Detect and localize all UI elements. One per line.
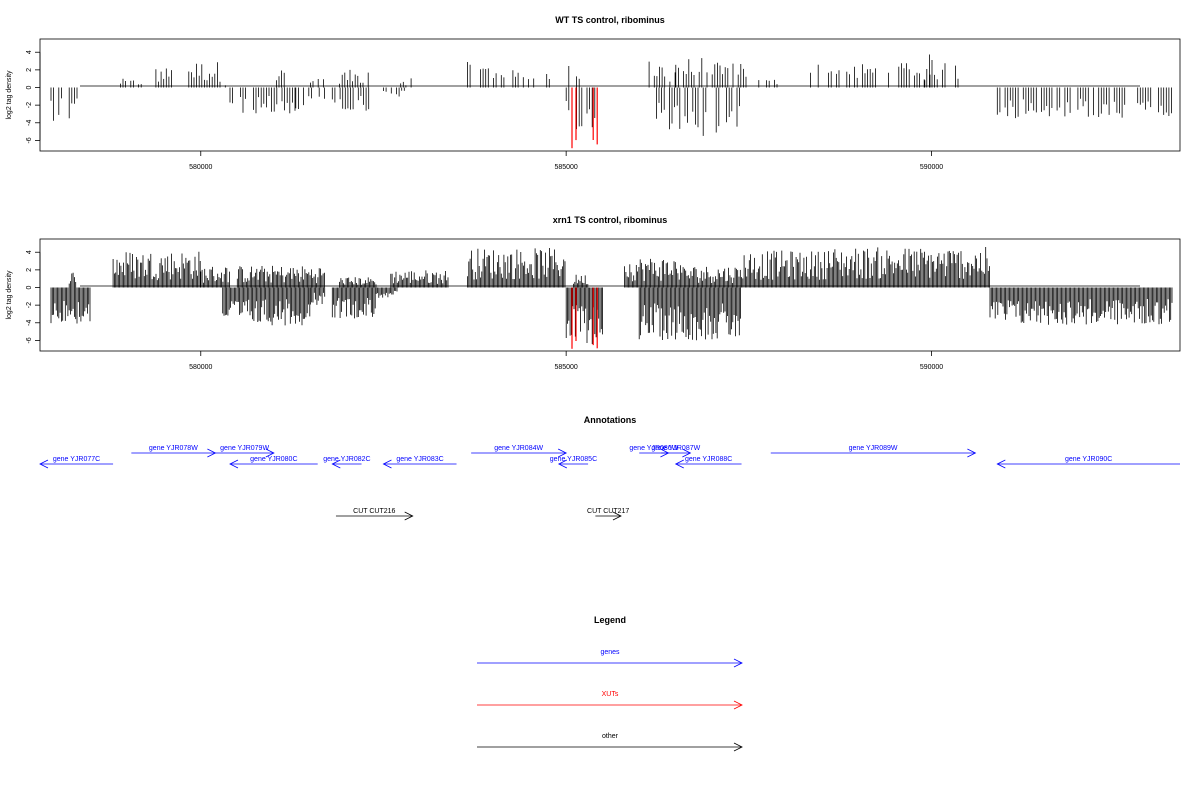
annotation-label: gene YJR082C [323, 456, 370, 463]
annotation-arrowhead [265, 448, 275, 458]
annotation-label: gene YJR085C [550, 456, 597, 463]
annotation-label: gene YJR087W [651, 445, 700, 452]
annotation-arrowhead [331, 459, 341, 469]
legend-arrowhead [733, 658, 743, 668]
annotation-arrowhead [382, 459, 392, 469]
annotation-label: CUT CUT216 [353, 508, 395, 515]
annotations-title: Annotations [584, 415, 637, 425]
wt-y-tick-label: -4 [26, 120, 33, 126]
xrn1-y-tick-label: -4 [26, 320, 33, 326]
xrn1-y-tick-label: -6 [26, 337, 33, 343]
wt-x-tick-label: 590000 [920, 164, 943, 171]
legend-arrowhead [733, 742, 743, 752]
wt-plot-frame [39, 38, 1181, 152]
annotation-tracks: gene YJR077C gene YJR078W gene YJR079W gene… [39, 445, 1180, 521]
annotation-label: gene YJR086W [629, 445, 678, 452]
xrn1-y-tick-label: 0 [26, 285, 33, 289]
wt-y-tick-label: 0 [26, 85, 33, 89]
wt-panel: WT TS control, ribominus 4 2 0 -2 -4 -6 58000… [6, 15, 1181, 171]
xrn1-panel: xrn1 TS control, ribominus 4 2 0 -2 -4 -6 580… [6, 215, 1181, 371]
wt-y-tick-label: 4 [26, 50, 33, 54]
wt-y-axis: 4 2 0 -2 -4 -6 [26, 50, 41, 144]
wt-y-tick-label: -6 [26, 137, 33, 143]
annotation-arrowhead [557, 459, 568, 469]
annotation-label: CUT CUT217 [587, 508, 629, 515]
annotation-arrowhead [39, 459, 49, 469]
annotation-label: gene YJR083C [396, 456, 443, 463]
xrn1-x-tick-label: 585000 [554, 364, 577, 371]
xrn1-y-axis-label: log2 tag density [6, 270, 13, 320]
xrn1-x-axis: 580000 585000 590000 [189, 351, 943, 371]
xrn1-plot-frame [39, 238, 1181, 352]
xrn1-bars [50, 247, 1173, 349]
legend: genes XUTs other [477, 649, 743, 752]
wt-bars [50, 54, 1172, 149]
legend-title: Legend [594, 615, 626, 625]
wt-x-axis: 580000 585000 590000 [189, 151, 943, 171]
wt-x-tick-label: 580000 [189, 164, 212, 171]
wt-y-tick-label: 2 [26, 68, 33, 72]
xrn1-y-tick-label: -2 [26, 302, 33, 308]
annotation-label: gene YJR077C [53, 456, 100, 463]
xrn1-y-tick-label: 2 [26, 268, 33, 272]
annotation-label: gene YJR078W [149, 445, 198, 452]
annotation-label: gene YJR084W [494, 445, 543, 452]
annotation-arrowhead [404, 511, 414, 521]
annotation-label: gene YJR088C [685, 456, 732, 463]
xrn1-y-axis: 4 2 0 -2 -4 -6 [26, 250, 41, 344]
wt-y-tick-label: -2 [26, 102, 33, 108]
wt-panel-title: WT TS control, ribominus [555, 15, 665, 25]
annotation-arrowhead [674, 459, 684, 469]
xrn1-panel-title: xrn1 TS control, ribominus [553, 215, 668, 225]
legend-label-genes: genes [600, 649, 620, 656]
annotation-label: gene YJR089W [849, 445, 898, 452]
annotation-arrowhead [557, 448, 568, 458]
legend-label-xuts: XUTs [602, 691, 619, 698]
annotation-arrowhead [229, 459, 239, 469]
wt-y-axis-label: log2 tag density [6, 70, 13, 120]
legend-label-other: other [602, 733, 619, 740]
wt-x-tick-label: 585000 [554, 164, 577, 171]
annotation-arrowhead [612, 511, 622, 521]
xrn1-x-tick-label: 580000 [189, 364, 212, 371]
annotation-label: gene YJR080C [250, 456, 297, 463]
annotation-label: gene YJR090C [1065, 456, 1112, 463]
xrn1-x-tick-label: 590000 [920, 364, 943, 371]
annotation-arrowhead [996, 459, 1006, 469]
legend-arrowhead [733, 700, 743, 710]
xrn1-y-tick-label: 4 [26, 250, 33, 254]
annotation-arrowhead [967, 448, 977, 458]
annotation-label: gene YJR079W [220, 445, 269, 452]
annotation-arrowhead [682, 448, 692, 458]
